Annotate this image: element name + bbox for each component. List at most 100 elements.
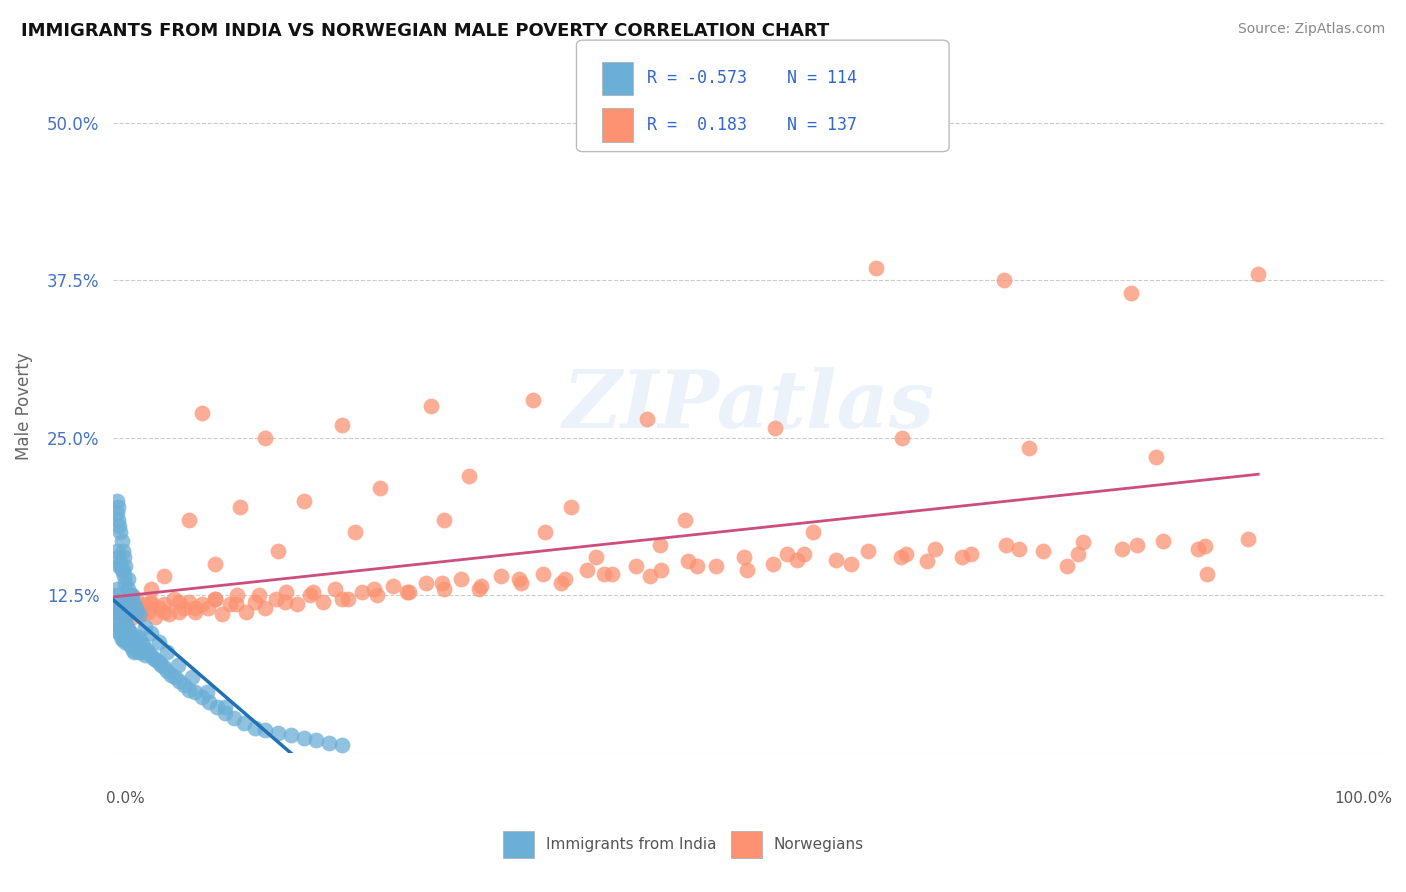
Point (191, 690, 214, 705)
Point (318, 736, 340, 750)
Point (1187, 541, 1209, 556)
Point (112, 569, 135, 583)
Point (247, 588, 270, 602)
Point (121, 639, 143, 653)
Point (112, 611, 135, 625)
Point (134, 648, 156, 662)
Point (204, 592, 226, 607)
Y-axis label: Male Poverty: Male Poverty (15, 352, 32, 460)
Point (121, 601, 143, 615)
Point (136, 642, 159, 657)
Point (458, 468, 481, 483)
Point (368, 481, 391, 495)
Point (330, 739, 353, 753)
Point (522, 392, 544, 407)
Point (110, 620, 132, 634)
Point (489, 569, 512, 583)
Point (112, 632, 135, 647)
Point (173, 601, 195, 615)
Point (152, 569, 174, 583)
Point (1237, 532, 1260, 546)
Point (924, 541, 946, 556)
Point (1197, 566, 1219, 581)
Point (114, 594, 136, 608)
Point (195, 685, 218, 699)
Point (305, 733, 328, 747)
Point (121, 588, 143, 602)
Text: Source: ZipAtlas.com: Source: ZipAtlas.com (1237, 22, 1385, 37)
Point (110, 626, 132, 640)
Point (624, 559, 647, 574)
Point (167, 605, 190, 619)
Point (104, 614, 127, 628)
Point (245, 721, 267, 735)
Point (108, 601, 131, 615)
Point (111, 614, 134, 628)
Point (129, 607, 152, 622)
Point (1126, 538, 1149, 552)
Point (132, 637, 155, 651)
Point (676, 554, 699, 568)
Text: Immigrants from India: Immigrants from India (546, 838, 716, 852)
Point (110, 601, 132, 615)
Point (1152, 534, 1174, 549)
Point (531, 566, 554, 581)
Point (111, 544, 134, 558)
Point (204, 592, 226, 607)
Point (432, 575, 454, 590)
Text: 0.0%: 0.0% (107, 791, 145, 806)
Point (117, 635, 139, 649)
Point (111, 623, 134, 637)
Point (366, 588, 388, 602)
Point (129, 635, 152, 649)
Point (105, 594, 128, 608)
Point (229, 500, 252, 514)
Text: ZIPatlas: ZIPatlas (562, 368, 935, 445)
Point (993, 273, 1015, 287)
Point (163, 592, 186, 607)
Point (675, 513, 697, 527)
Point (139, 597, 162, 611)
Point (330, 592, 353, 607)
Point (107, 513, 129, 527)
Point (222, 710, 245, 724)
Point (638, 569, 661, 583)
Point (145, 652, 167, 666)
Point (148, 655, 170, 669)
Text: Norwegians: Norwegians (773, 838, 863, 852)
Point (395, 584, 418, 599)
Point (152, 605, 174, 619)
Point (110, 563, 132, 577)
Point (950, 550, 973, 565)
Point (264, 592, 287, 607)
Point (468, 582, 491, 596)
Point (398, 584, 420, 599)
Point (204, 557, 226, 571)
Point (197, 601, 219, 615)
Point (160, 667, 183, 681)
Point (198, 695, 221, 709)
Point (112, 623, 135, 637)
Text: R =  0.183    N = 137: R = 0.183 N = 137 (647, 116, 856, 134)
Point (120, 639, 142, 653)
Point (112, 550, 135, 565)
Point (122, 594, 145, 608)
Point (139, 626, 162, 640)
Point (801, 525, 824, 540)
Point (550, 575, 572, 590)
Point (205, 700, 228, 714)
Point (508, 572, 530, 586)
Point (124, 592, 146, 607)
Point (254, 601, 277, 615)
Point (433, 513, 456, 527)
Point (554, 572, 576, 586)
Point (650, 563, 672, 577)
Point (114, 609, 136, 624)
Point (686, 559, 709, 574)
Point (105, 493, 128, 508)
Point (108, 626, 131, 640)
Point (1111, 541, 1133, 556)
Point (704, 559, 727, 574)
Point (108, 594, 131, 608)
Point (122, 642, 145, 657)
